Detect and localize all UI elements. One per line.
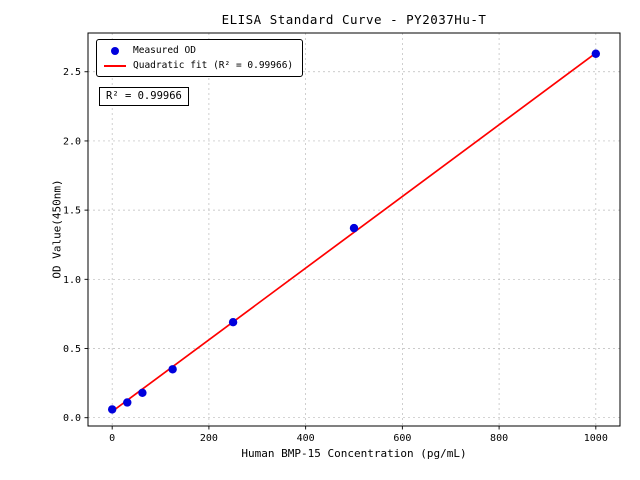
r-squared-annotation: R² = 0.99966 xyxy=(99,87,189,106)
data-point xyxy=(123,398,132,407)
x-tick-label: 800 xyxy=(490,433,508,444)
y-tick-label: 0.0 xyxy=(63,413,81,424)
data-point xyxy=(228,318,238,327)
legend-label-quadratic-fit: Quadratic fit (R² = 0.99966) xyxy=(133,60,294,71)
legend-entry-measured-od: Measured OD xyxy=(102,45,293,56)
data-point xyxy=(591,49,601,58)
y-tick-label: 1.0 xyxy=(63,275,81,286)
y-tick-label: 2.0 xyxy=(63,136,81,147)
chart-title: ELISA Standard Curve - PY2037Hu-T xyxy=(221,12,487,27)
x-tick-label: 600 xyxy=(393,433,411,444)
legend-label-measured-od: Measured OD xyxy=(133,45,196,56)
legend-entry-quadratic-fit: Quadratic fit (R² = 0.99966) xyxy=(102,60,293,71)
plot-border xyxy=(87,32,621,427)
legend: Measured OD Quadratic fit (R² = 0.99966) xyxy=(96,39,304,77)
x-tick-label: 400 xyxy=(297,433,315,444)
x-tick-label: 1000 xyxy=(584,433,608,444)
x-axis-label: Human BMP-15 Concentration (pg/mL) xyxy=(241,447,467,460)
measured-od-marker-icon xyxy=(111,46,119,55)
x-tick-label: 0 xyxy=(109,433,115,444)
data-point xyxy=(349,223,359,233)
fit-line-marker-icon xyxy=(104,64,126,67)
y-tick-label: 1.5 xyxy=(63,206,81,217)
x-tick-label: 200 xyxy=(200,433,218,444)
y-tick-label: 0.5 xyxy=(63,344,81,355)
data-point xyxy=(107,405,117,414)
data-point xyxy=(168,365,177,374)
data-point xyxy=(138,388,147,397)
y-axis-label: OD Value(450nm) xyxy=(50,179,64,279)
y-tick-label: 2.5 xyxy=(63,67,81,78)
